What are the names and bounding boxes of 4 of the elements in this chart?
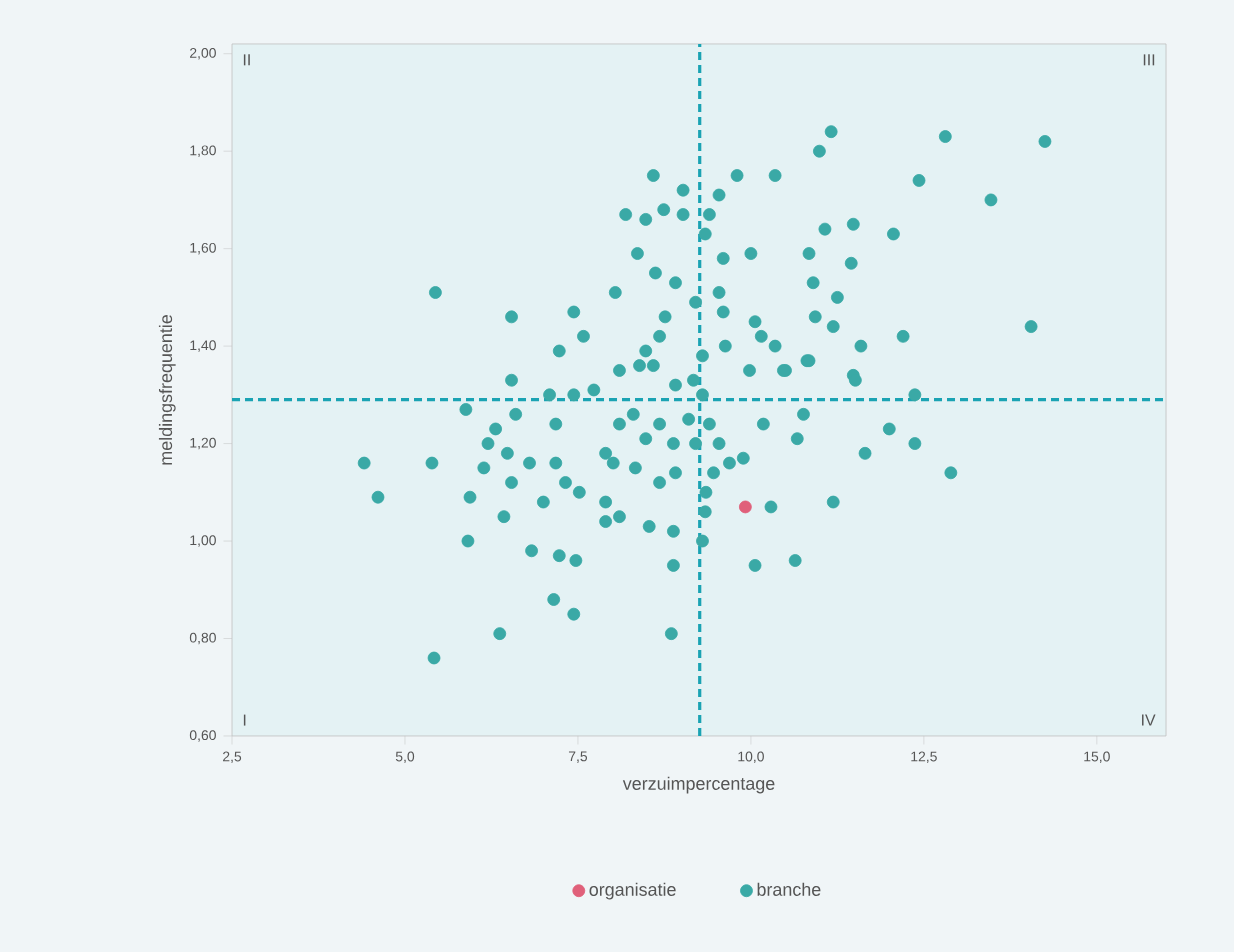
legend-label: branche — [757, 882, 821, 896]
x-axis-title: verzuimpercentage — [622, 776, 775, 794]
legend-label: organisatie — [589, 882, 676, 900]
y-axis-title: meldingsfrequentie — [158, 315, 176, 465]
